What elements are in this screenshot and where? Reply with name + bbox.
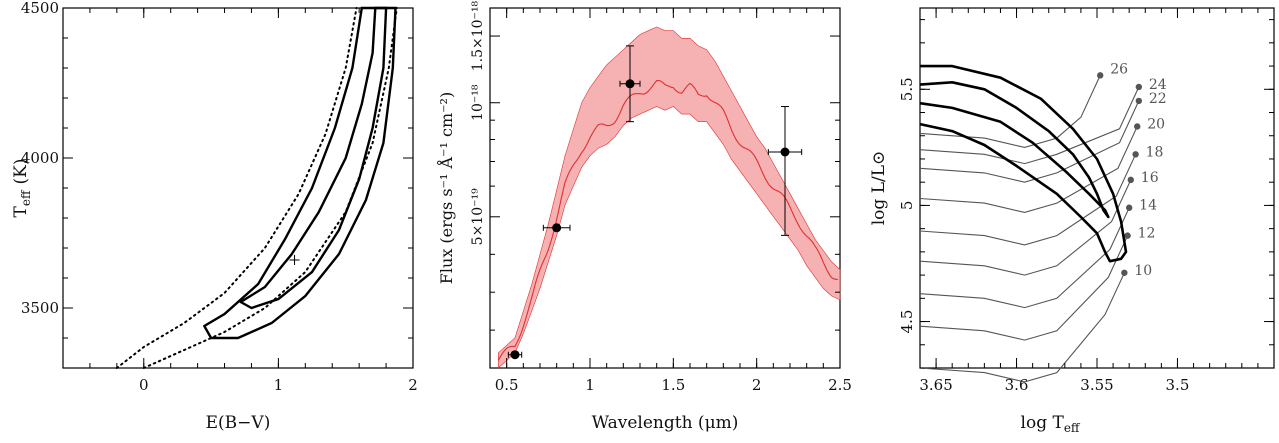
right-track-14 [919,207,1130,309]
left-y-tick-label: 3500 [21,299,59,317]
middle-x-tick-label: 1.5 [661,376,685,394]
svg-text:Teff(K): Teff (K) [11,159,33,218]
right-track-12 [919,235,1129,341]
right-track-label: 14 [1139,198,1157,214]
left-y-label-sub: eff [19,189,33,206]
right-track-label: 24 [1149,77,1167,93]
right-track-endpoint [1132,151,1139,158]
middle-photometry-points [507,45,803,360]
middle-model-band-group [498,26,841,369]
middle-photometry-point [780,147,790,157]
left-y-label-unit: (K) [11,159,31,185]
left-panel-contour-plot: 0 1 2 3500 4000 4500 E(B−V) Teff (K) [11,0,418,433]
right-track-10 [919,272,1125,383]
right-track-18 [919,154,1137,246]
right-y-tick-label: 5 [898,201,916,211]
right-track-label: 20 [1147,116,1165,132]
left-contour-outer-dotted-2 [142,7,398,369]
right-track-endpoint [1097,72,1104,79]
middle-y-tick-label-group: 10⁻¹⁸ [470,84,486,121]
middle-x-tick-label: 2 [752,376,762,394]
middle-photometry-point [625,79,635,89]
right-track-label: 10 [1134,263,1152,279]
right-track-endpoint [1127,176,1134,184]
left-x-axis-ticks: 0 1 2 [62,8,418,394]
middle-plot-frame [489,7,841,369]
left-contour-outer [203,6,397,340]
right-y-label-text: log L/L⊙ [869,151,889,226]
right-track-label: 18 [1146,144,1164,160]
right-y-tick-label-group: 5 [898,201,916,211]
middle-x-tick-label: 0.5 [495,376,519,394]
middle-x-axis-label: Wavelength (μm) [592,413,739,433]
right-x-label-main: log T [1021,413,1065,433]
right-track-26 [919,75,1101,148]
right-x-tick-label: 3.5 [1166,376,1190,394]
right-y-axis-label: log L/L⊙ [869,151,889,226]
middle-y-tick-label: 5×10⁻¹⁹ [470,188,486,245]
left-x-tick-label: 2 [408,376,418,394]
svg-text:log Teff: log Teff [1021,413,1081,435]
right-track-endpoint [1135,97,1143,105]
left-y-tick-label: 4500 [21,0,59,17]
right-contours-group [919,64,1128,263]
right-contour-inner [919,81,1110,219]
right-track-endpoint [1134,123,1141,130]
middle-y-tick-label-group: 5×10⁻¹⁹ [470,188,486,245]
right-track-label: 22 [1149,91,1167,107]
right-track-label: 26 [1110,61,1128,77]
middle-y-tick-label: 1.5×10⁻¹⁸ [470,0,486,71]
right-track-24 [919,86,1140,165]
left-x-axis-label: E(B−V) [206,413,271,433]
right-x-tick-label: 3.6 [1005,376,1029,394]
right-y-axis-ticks: 4.5 5 5.5 [898,19,1274,369]
right-track-20 [919,126,1138,213]
right-x-label-sub: eff [1064,421,1081,435]
middle-x-axis-ticks: 0.5 1 1.5 2 2.5 [489,8,852,394]
right-track-endpoint [1135,83,1143,91]
middle-x-tick-label: 1 [585,376,595,394]
middle-y-tick-label: 10⁻¹⁸ [470,84,486,121]
right-track-endpoint [1125,204,1133,211]
middle-x-tick-label: 2.5 [828,376,852,394]
left-x-tick-label: 0 [139,376,149,394]
right-track-endpoint [1121,269,1128,276]
right-x-tick-label: 3.65 [919,376,952,394]
left-contour-inner [239,6,388,310]
right-y-tick-label-group: 5.5 [898,77,916,101]
right-y-tick-label: 4.5 [898,310,916,334]
left-contours-group [115,6,398,369]
right-track-label: 12 [1138,226,1156,242]
middle-y-tick-label-group: 1.5×10⁻¹⁸ [470,0,486,71]
middle-model-uncertainty-band [498,26,841,369]
right-x-tick-label: 3.55 [1080,376,1113,394]
right-track-endpoint [1124,232,1131,239]
middle-photometry-point [510,350,520,360]
left-y-label-main: T [11,205,31,217]
left-x-tick-label: 1 [274,376,284,394]
right-track-16 [919,179,1132,276]
middle-y-label-text: Flux (ergs s⁻¹ Å⁻¹ cm⁻²) [436,92,456,284]
right-contour-outer [919,64,1128,263]
left-plot-frame [62,7,414,369]
left-y-tick-label: 4000 [21,149,59,167]
right-x-axis-label: log Teff [1021,413,1081,435]
middle-y-axis-ticks: 5×10⁻¹⁹ 10⁻¹⁸ 1.5×10⁻¹⁸ [470,0,840,331]
right-plot-frame [919,7,1275,369]
right-y-tick-label: 5.5 [898,77,916,101]
left-best-fit-marker [289,255,300,265]
right-track-22 [919,100,1140,183]
middle-photometry-point [552,223,562,233]
middle-y-axis-label: Flux (ergs s⁻¹ Å⁻¹ cm⁻²) [436,92,456,284]
right-x-axis-ticks: 3.65 3.6 3.55 3.5 [919,8,1275,394]
left-y-axis-label: Teff (K) [11,159,33,218]
right-y-tick-label-group: 4.5 [898,310,916,334]
right-track-label: 16 [1141,170,1159,186]
middle-panel-sed-plot: 0.5 1 1.5 2 2.5 5×10⁻¹⁹ 10⁻¹⁸ 1.5×10⁻¹⁸ Wavele… [436,0,852,433]
left-contour-outer-dotted [115,7,358,369]
left-y-axis-ticks: 3500 4000 4500 [21,0,413,369]
